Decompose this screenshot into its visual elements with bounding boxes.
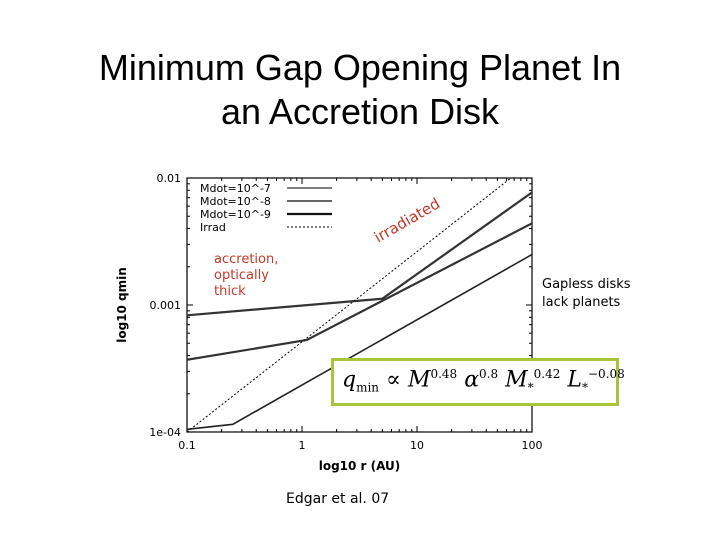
x-tick-label: 10 <box>410 439 424 452</box>
x-axis-label: log10 r (AU) <box>319 459 401 473</box>
x-tick-label: 100 <box>522 439 543 452</box>
slide-title-line: an Accretion Disk <box>220 91 500 132</box>
series-line-3 <box>187 253 532 431</box>
y-tick-label: 0.01 <box>157 172 182 185</box>
formula-proportional: ∝ <box>386 367 401 393</box>
x-tick-label: 0.1 <box>178 439 196 452</box>
formula-mstar-sub: * <box>527 380 534 395</box>
gapless-annotation: Gapless disks lack planets <box>542 277 631 310</box>
legend-label: Mdot=10^-9 <box>200 208 271 221</box>
scaling-formula: qmin ∝ M0.48 α0.8 M*0.42 L*−0.08 <box>342 367 625 395</box>
formula-lstar: L <box>567 367 582 393</box>
series-lines <box>187 178 532 432</box>
y-tick-label: 0.001 <box>150 299 182 312</box>
formula-alpha-exp: 0.8 <box>479 367 499 381</box>
legend-label: Irrad <box>200 221 226 234</box>
formula-mstar-exp: 0.42 <box>533 367 561 381</box>
y-axis-label: log10 qmin <box>115 267 129 343</box>
y-tick-label: 1e-04 <box>149 426 181 439</box>
accretion-annotation: accretion, optically thick <box>214 252 279 299</box>
axis-ticks: 0.1 1 10 100 1e-04 0.001 0.01 <box>149 172 542 452</box>
formula-lstar-exp: −0.08 <box>588 367 625 381</box>
formula-lstar-sub: * <box>582 380 588 395</box>
formula-mstar: M <box>505 367 528 393</box>
formula-mdot: M <box>407 367 431 393</box>
formula-box: qmin ∝ M0.48 α0.8 M*0.42 L*−0.08 <box>331 358 625 406</box>
slide-title-line: Minimum Gap Opening Planet In <box>98 47 622 88</box>
x-tick-label: 1 <box>299 439 306 452</box>
formula-lhs: q <box>342 367 357 393</box>
formula-mdot-exp: 0.48 <box>430 367 458 381</box>
irradiated-label: irradiated <box>371 194 443 246</box>
citation: Edgar et al. 07 <box>286 491 390 507</box>
series-line-1 <box>187 191 532 317</box>
formula-alpha: α <box>464 367 480 393</box>
series-line-2 <box>187 222 532 361</box>
formula-lhs-sub: min <box>356 380 380 395</box>
legend-label: Mdot=10^-8 <box>200 195 271 208</box>
slide-title: Minimum Gap Opening Planet In an Accretio… <box>40 46 680 134</box>
series-line-4 <box>187 178 512 432</box>
legend-label: Mdot=10^-7 <box>200 182 271 195</box>
